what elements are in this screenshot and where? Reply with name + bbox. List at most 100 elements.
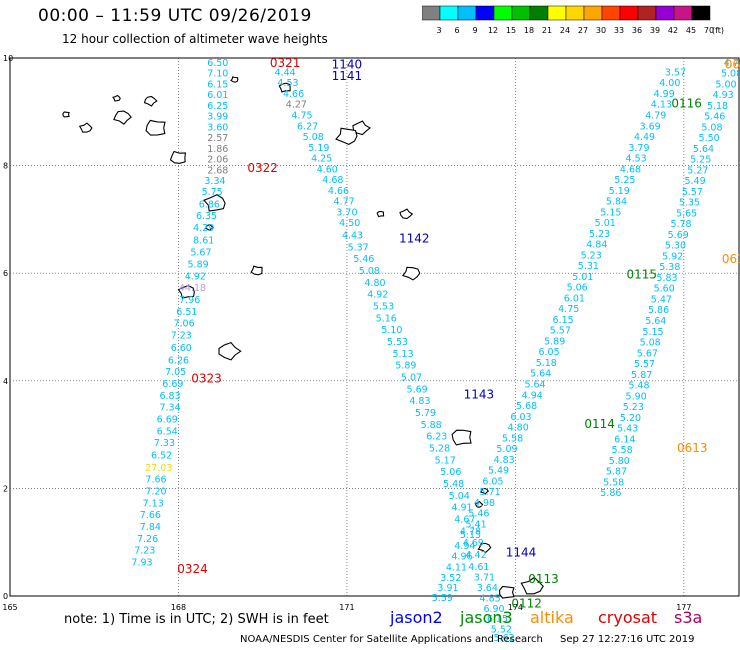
wave-height-value: 5.13	[460, 530, 481, 541]
pass-label: 1142	[399, 232, 430, 246]
pass-label: 0115	[626, 268, 657, 282]
island-outline	[474, 500, 484, 508]
wave-height-value: 4.50	[339, 218, 360, 229]
wave-height-value: 5.90	[626, 391, 647, 402]
wave-height-value: 6.15	[207, 79, 228, 90]
island-outline	[218, 341, 242, 361]
wave-height-value: 4.78	[460, 526, 481, 537]
island-outline	[203, 194, 226, 212]
pass-label: 0612	[725, 57, 740, 71]
pass-label: 0116	[671, 97, 702, 111]
wave-height-value: 5.46	[468, 509, 489, 520]
wave-height-value: 4.99	[654, 89, 675, 100]
wave-height-value: 3.71	[474, 573, 495, 584]
wave-height-value: 5.87	[631, 370, 652, 381]
island-outline	[401, 266, 421, 281]
wave-height-value: 5.41	[465, 519, 486, 530]
colorbar-swatch	[619, 5, 639, 21]
wave-height-value: 5.53	[373, 301, 394, 312]
wave-height-value: 5.19	[609, 186, 630, 197]
colorbar-swatch	[601, 5, 621, 21]
wave-height-value: 5.37	[348, 242, 369, 253]
wave-height-value: 3.70	[336, 207, 357, 218]
colorbar-label: 33	[614, 26, 624, 35]
island-outline	[169, 150, 187, 164]
colorbar-swatch	[637, 5, 657, 21]
colorbar-label: 70	[704, 26, 714, 35]
wave-height-value: 5.07	[401, 372, 422, 383]
island-outline	[62, 111, 70, 118]
wave-height-value: 6.86	[199, 199, 220, 210]
wave-height-value: 5.46	[353, 254, 374, 265]
wave-height-value: 5.01	[572, 272, 593, 283]
wave-height-value: 3.60	[207, 122, 228, 133]
wave-height-value: 3.69	[640, 121, 661, 132]
wave-height-value: 7.84	[140, 522, 161, 533]
wave-height-value: 4.43	[342, 230, 363, 241]
colorbar-swatch	[583, 5, 603, 21]
wave-height-value: 4.80	[508, 423, 529, 434]
wave-height-value: 5.83	[656, 273, 677, 284]
wave-height-value: 5.49	[488, 466, 509, 477]
wave-height-value: 5.08	[359, 266, 380, 277]
wave-height-value: 6.01	[564, 293, 585, 304]
wave-height-value: 4.42	[465, 550, 486, 561]
wave-height-value: 5.08	[701, 122, 722, 133]
pass-label: 0323	[191, 372, 222, 386]
lon-tick-label: 165	[2, 603, 17, 612]
wave-height-value: 6.60	[171, 343, 192, 354]
island-outline	[112, 94, 121, 102]
wave-height-value: 4.93	[713, 90, 734, 101]
colorbar-label: 24	[560, 26, 570, 35]
wave-height-value: 8.61	[193, 235, 214, 246]
wave-height-value: 6.05	[538, 347, 559, 358]
wave-height-value: 4.69	[463, 538, 484, 549]
wave-height-value: 4.13	[651, 100, 672, 111]
page-title: 00:00 – 11:59 UTC 09/26/2019	[38, 6, 312, 26]
island-outline	[352, 120, 371, 136]
wave-height-value: 6.01	[207, 90, 228, 101]
lon-tick-label: 168	[171, 603, 186, 612]
wave-height-value: 5.20	[620, 413, 641, 424]
island-outline	[451, 429, 472, 446]
wave-height-value: 5.69	[668, 230, 689, 241]
wave-height-value: 5.17	[435, 455, 456, 466]
wave-height-value: 5.67	[637, 348, 658, 359]
wave-height-value: 6.51	[176, 307, 197, 318]
wave-height-value: 5.89	[188, 260, 209, 271]
wave-height-value: 7.34	[159, 403, 180, 414]
wave-height-value: 7.13	[143, 498, 164, 509]
wave-height-value: 5.08	[640, 338, 661, 349]
wave-height-value: 4.98	[474, 498, 495, 509]
island-outline	[143, 95, 158, 107]
wave-height-value: 5.16	[376, 313, 397, 324]
colorbar-label: 6	[454, 26, 459, 35]
wave-height-value: 5.09	[496, 444, 517, 455]
wave-height-value: 5.15	[642, 327, 663, 338]
wave-height-value: 4.00	[659, 78, 680, 89]
page-subtitle: 12 hour collection of altimeter wave hei…	[62, 32, 328, 46]
wave-height-value: 4.25	[311, 154, 332, 165]
wave-height-value: 4.75	[558, 304, 579, 315]
pass-label: 1140	[332, 57, 363, 71]
wave-height-value: 5.23	[623, 402, 644, 413]
colorbar-swatch	[529, 5, 549, 21]
island-outline	[205, 224, 215, 232]
track-jason2-1140: 6.507.106.156.016.253.993.602.571.862.06…	[131, 58, 228, 569]
wave-height-value: 5.87	[606, 467, 627, 478]
wave-height-value: 5.27	[687, 165, 708, 176]
wave-height-value: 5.15	[600, 207, 621, 218]
wave-height-value: 5.19	[308, 143, 329, 154]
wave-height-value: 1.86	[207, 144, 228, 155]
wave-height-value: 7.23	[134, 546, 155, 557]
colorbar-label: 21	[542, 26, 552, 35]
wave-height-value: 6.23	[426, 432, 447, 443]
pass-label: 0114	[584, 417, 615, 431]
wave-height-value: 5.86	[648, 305, 669, 316]
wave-height-value: 4.68	[620, 164, 641, 175]
wave-height-value: 5.64	[645, 316, 666, 327]
wave-height-value: 4.67	[454, 515, 475, 526]
wave-height-value: 4.53	[277, 78, 298, 89]
lat-tick-label: 8	[3, 162, 8, 171]
